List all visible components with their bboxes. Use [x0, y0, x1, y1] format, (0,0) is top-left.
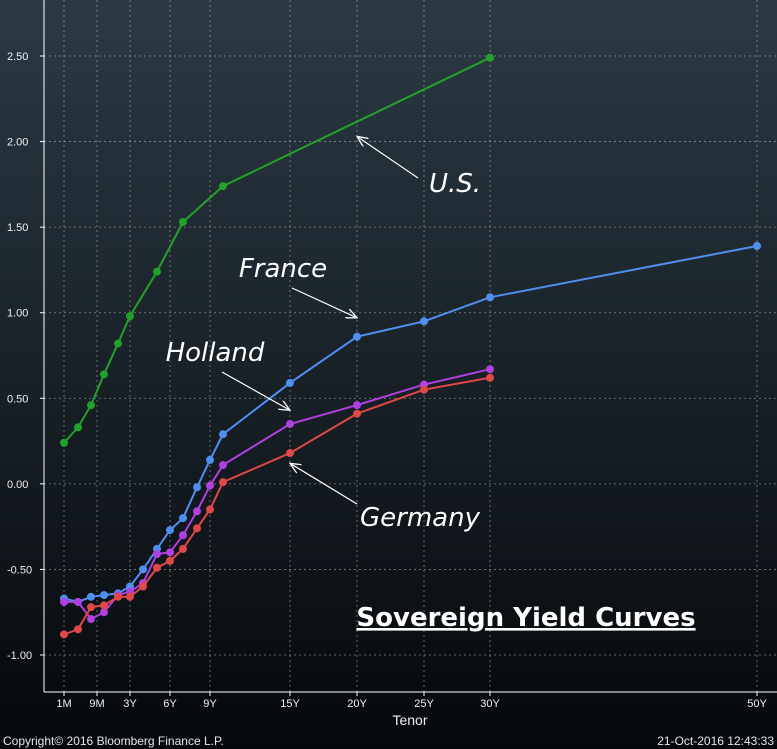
- data-point: [74, 423, 82, 432]
- data-point: [219, 478, 227, 487]
- data-point: [100, 591, 108, 600]
- annotation-label: Germany: [360, 503, 481, 533]
- data-point: [206, 481, 214, 490]
- x-tick-label: 50Y: [747, 698, 767, 710]
- annotation-arrow: [221, 371, 290, 410]
- x-axis-tick-labels: 1M 9M 3Y 6Y 9Y 15Y 20Y 25Y 30Y 50Y: [56, 692, 767, 710]
- data-point: [206, 455, 214, 464]
- annotation-arrow: [357, 136, 419, 179]
- data-point: [153, 267, 161, 276]
- data-point: [153, 550, 161, 559]
- series-us: [60, 53, 494, 447]
- data-point: [60, 597, 68, 606]
- data-point: [753, 241, 761, 250]
- x-tick-label: 30Y: [480, 698, 500, 710]
- y-tick-label: -1.00: [7, 650, 32, 662]
- copyright-text: Copyright© 2016 Bloomberg Finance L.P.: [3, 734, 224, 748]
- data-point: [74, 625, 82, 634]
- data-point: [153, 563, 161, 572]
- x-tick-label: 1M: [56, 698, 71, 710]
- x-tick-label: 3Y: [123, 698, 137, 710]
- annotation-france: France: [239, 254, 357, 318]
- series-line: [63, 56, 491, 444]
- annotation-label: Holland: [166, 338, 265, 368]
- data-point: [179, 218, 187, 227]
- data-point: [286, 449, 294, 458]
- y-tick-label: -0.50: [7, 564, 32, 576]
- data-point: [219, 430, 227, 439]
- y-tick-label: 0.00: [7, 479, 28, 491]
- series-germany: [60, 373, 494, 639]
- data-point: [60, 630, 68, 639]
- data-point: [486, 373, 494, 382]
- x-tick-label: 6Y: [163, 698, 177, 710]
- annotation-label: France: [239, 254, 327, 284]
- annotations: U.S. France Holland Germany: [166, 136, 481, 533]
- annotation-us: U.S.: [357, 136, 481, 199]
- y-tick-label: 2.50: [7, 51, 28, 63]
- data-point: [100, 608, 108, 617]
- y-tick-label: 1.00: [7, 308, 28, 320]
- data-point: [60, 438, 68, 447]
- data-point: [166, 556, 174, 565]
- data-point: [193, 524, 201, 533]
- data-point: [353, 401, 361, 410]
- data-point: [486, 53, 494, 62]
- series-lines: [60, 53, 761, 639]
- data-point: [87, 615, 95, 624]
- data-point: [166, 548, 174, 557]
- grid-lines: [44, 0, 777, 692]
- annotation-holland: Holland: [166, 338, 290, 410]
- data-point: [179, 531, 187, 540]
- data-point: [139, 582, 147, 591]
- data-point: [179, 514, 187, 523]
- data-point: [286, 419, 294, 428]
- data-point: [193, 507, 201, 516]
- annotation-arrow: [290, 463, 358, 505]
- timestamp-text: 21-Oct-2016 12:43:33: [657, 734, 774, 748]
- data-point: [193, 483, 201, 492]
- data-point: [100, 601, 108, 610]
- chart-title: Sovereign Yield Curves: [356, 603, 695, 633]
- axes: [43, 0, 777, 693]
- x-tick-label: 9Y: [203, 698, 217, 710]
- data-point: [286, 378, 294, 387]
- y-tick-label: 1.50: [7, 222, 28, 234]
- data-point: [486, 365, 494, 374]
- x-tick-label: 15Y: [280, 698, 300, 710]
- annotation-arrow: [291, 287, 357, 318]
- data-point: [179, 544, 187, 553]
- data-point: [353, 332, 361, 341]
- data-point: [219, 182, 227, 191]
- x-tick-label: 25Y: [414, 698, 434, 710]
- data-point: [486, 293, 494, 302]
- data-point: [126, 312, 134, 321]
- data-point: [126, 592, 134, 601]
- annotation-germany: Germany: [290, 463, 481, 533]
- y-axis-tick-labels: 2.50 2.00 1.50 1.00 0.50 0.00 -0.50 -1.00: [7, 51, 44, 662]
- data-point: [353, 409, 361, 418]
- data-point: [114, 592, 122, 601]
- data-point: [420, 385, 428, 394]
- data-point: [206, 505, 214, 514]
- data-point: [87, 603, 95, 612]
- data-point: [74, 597, 82, 606]
- y-tick-label: 2.00: [7, 137, 28, 149]
- y-tick-label: 0.50: [7, 393, 28, 405]
- data-point: [420, 317, 428, 326]
- x-tick-label: 9M: [89, 698, 104, 710]
- data-point: [114, 339, 122, 348]
- x-axis-title: Tenor: [392, 712, 427, 728]
- data-point: [87, 401, 95, 410]
- data-point: [166, 526, 174, 535]
- data-point: [219, 461, 227, 470]
- annotation-label: U.S.: [429, 169, 481, 199]
- data-point: [100, 370, 108, 379]
- data-point: [139, 565, 147, 574]
- data-point: [87, 592, 95, 601]
- x-tick-label: 20Y: [347, 698, 367, 710]
